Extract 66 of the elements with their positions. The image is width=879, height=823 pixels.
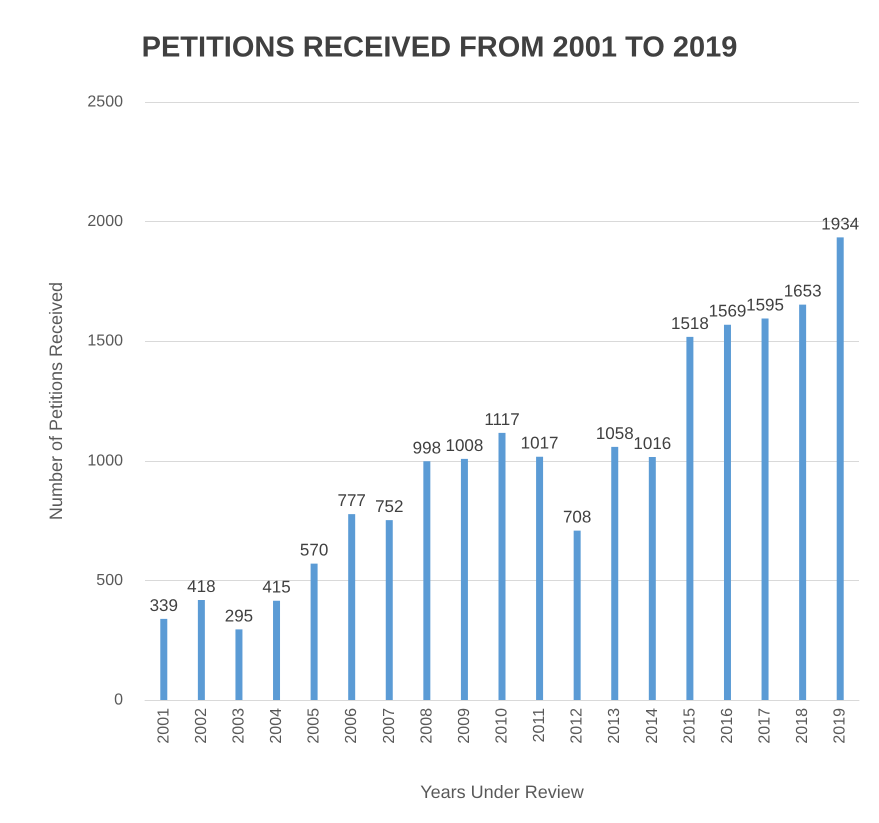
bar: [160, 618, 168, 700]
bar: [724, 324, 731, 700]
data-label: 1518: [670, 314, 709, 333]
data-label: 1653: [784, 282, 822, 301]
bar: [348, 514, 356, 700]
y-tick-label: 1500: [87, 332, 124, 350]
bar: [235, 629, 242, 700]
y-tick-label: 0: [114, 692, 124, 708]
x-tick-label: 2003: [230, 708, 248, 744]
x-tick-label: 2017: [756, 708, 774, 744]
x-tick-label: 2008: [418, 708, 436, 744]
data-label: 752: [375, 497, 404, 516]
x-tick-label: 2006: [343, 708, 360, 744]
data-label: 1016: [633, 434, 672, 453]
x-tick-label: 2013: [606, 708, 624, 744]
bar: [648, 456, 656, 700]
x-tick-label: 2004: [268, 708, 286, 744]
x-tick-label: 2015: [681, 708, 698, 744]
bar: [310, 564, 318, 700]
data-label: 1595: [746, 295, 784, 314]
bar: [574, 530, 581, 700]
y-tick-label: 1000: [87, 452, 124, 470]
x-tick-label: 2001: [155, 708, 172, 744]
data-label: 1934: [821, 214, 860, 234]
x-tick-label: 2007: [380, 708, 398, 744]
x-tick-label: 2016: [718, 708, 736, 744]
bar: [273, 600, 280, 700]
data-label: 339: [150, 596, 178, 615]
data-label: 415: [262, 578, 291, 597]
data-label: 418: [187, 577, 216, 596]
x-tick-label: 2012: [568, 708, 586, 744]
y-axis-title: Number of Petitions Received: [46, 282, 66, 520]
x-tick-label: 2005: [306, 708, 323, 744]
bar: [762, 318, 769, 700]
bar: [498, 432, 506, 700]
data-label: 777: [337, 491, 366, 510]
data-label: 1008: [446, 436, 484, 455]
bar: [611, 446, 618, 700]
x-axis-title: Years Under Review: [420, 782, 585, 802]
bar: [686, 336, 694, 700]
y-tick-label: 2000: [87, 213, 124, 230]
bar: [799, 304, 806, 700]
data-label: 1117: [484, 410, 520, 429]
bar: [198, 600, 205, 700]
bar: [386, 520, 393, 700]
data-label: 998: [412, 438, 442, 458]
x-tick-label: 2010: [494, 708, 510, 744]
x-tick-label: 2011: [531, 708, 548, 742]
y-tick-label: 500: [96, 572, 124, 589]
bar: [836, 237, 844, 700]
x-tick-label: 2009: [456, 708, 473, 744]
x-tick-label: 2018: [794, 708, 812, 744]
y-tick-label: 2500: [87, 94, 124, 110]
chart-title: PETITIONS RECEIVED FROM 2001 TO 2019: [142, 32, 738, 64]
data-label: 1058: [596, 424, 634, 443]
x-tick-label: 2014: [644, 708, 661, 744]
data-label: 708: [562, 508, 592, 527]
data-label: 295: [224, 606, 254, 626]
data-label: 570: [300, 540, 328, 560]
data-label: 1569: [708, 302, 746, 321]
data-label: 1017: [520, 434, 558, 453]
bar: [536, 456, 544, 700]
x-tick-label: 2019: [832, 708, 849, 744]
bar: [460, 458, 468, 700]
bar: [423, 461, 430, 700]
x-tick-label: 2002: [192, 708, 210, 744]
